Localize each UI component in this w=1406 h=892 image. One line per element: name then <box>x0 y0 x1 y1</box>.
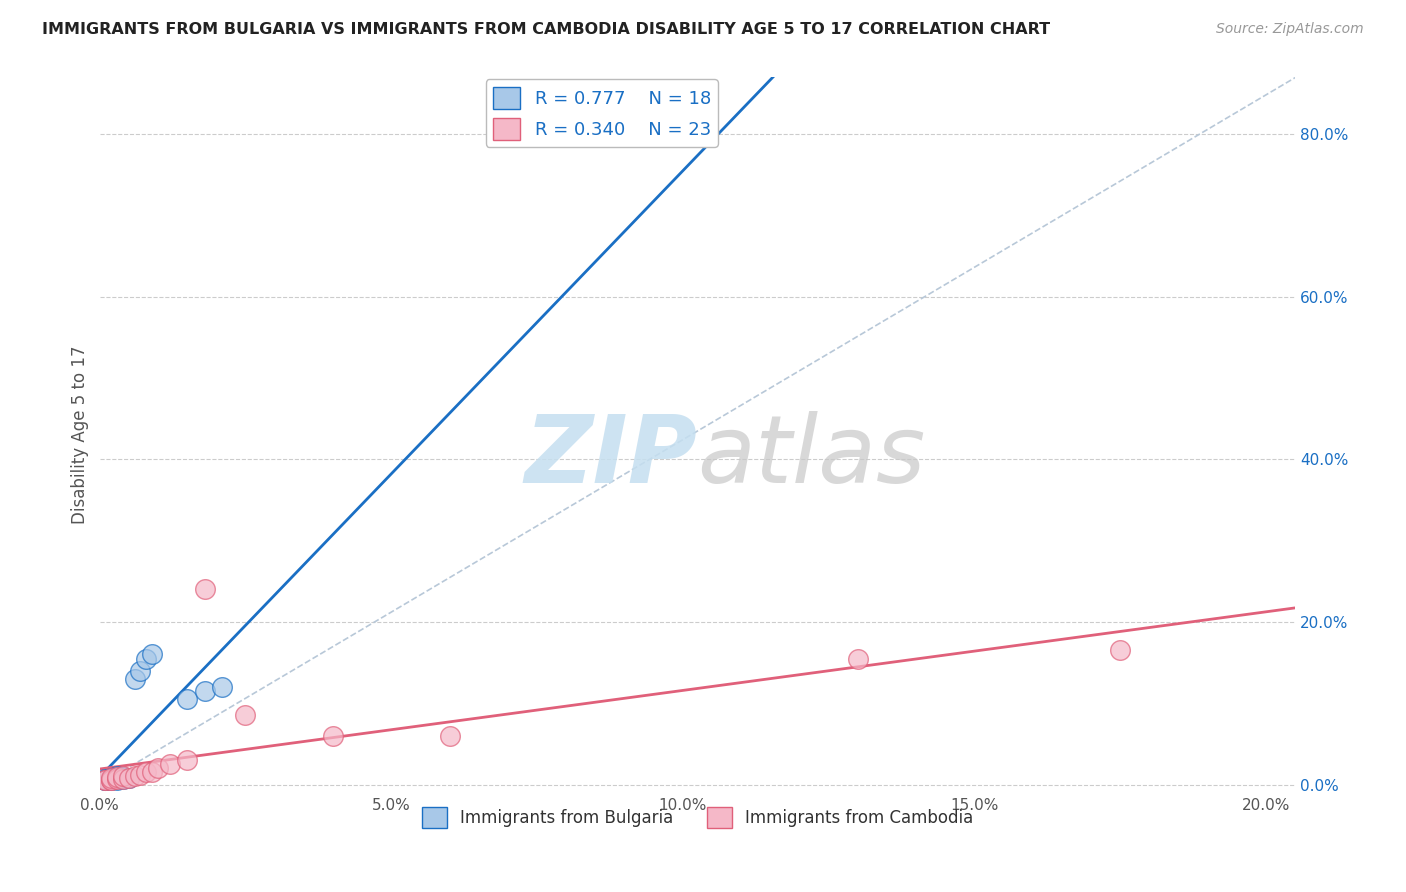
Point <box>135 765 157 780</box>
Point <box>100 771 122 785</box>
Point <box>846 651 869 665</box>
Y-axis label: Disability Age 5 to 17: Disability Age 5 to 17 <box>72 346 89 524</box>
Point <box>100 772 122 786</box>
Point <box>111 770 134 784</box>
Point <box>146 761 169 775</box>
Point <box>94 773 117 788</box>
Point <box>235 708 257 723</box>
Point <box>124 672 146 686</box>
Point <box>105 770 128 784</box>
Point <box>439 729 461 743</box>
Point <box>111 772 134 786</box>
Point <box>141 648 163 662</box>
Point <box>159 757 181 772</box>
Point <box>176 692 198 706</box>
Point <box>105 772 128 786</box>
Point <box>129 664 152 678</box>
Legend: Immigrants from Bulgaria, Immigrants from Cambodia: Immigrants from Bulgaria, Immigrants fro… <box>415 801 980 834</box>
Text: IMMIGRANTS FROM BULGARIA VS IMMIGRANTS FROM CAMBODIA DISABILITY AGE 5 TO 17 CORR: IMMIGRANTS FROM BULGARIA VS IMMIGRANTS F… <box>42 22 1050 37</box>
Point <box>100 771 122 785</box>
Point <box>194 582 217 597</box>
Point <box>211 680 233 694</box>
Point <box>1109 643 1132 657</box>
Point <box>94 772 117 786</box>
Point <box>100 773 122 788</box>
Point <box>111 769 134 783</box>
Text: Source: ZipAtlas.com: Source: ZipAtlas.com <box>1216 22 1364 37</box>
Point <box>100 773 122 788</box>
Point <box>94 772 117 787</box>
Point <box>129 768 152 782</box>
Point <box>141 765 163 780</box>
Text: ZIP: ZIP <box>524 410 697 502</box>
Point <box>111 772 134 786</box>
Point <box>118 771 141 785</box>
Point <box>100 772 122 787</box>
Point <box>94 772 117 787</box>
Point <box>135 651 157 665</box>
Text: atlas: atlas <box>697 411 925 502</box>
Point <box>194 684 217 698</box>
Point <box>105 772 128 787</box>
Point <box>94 773 117 788</box>
Point <box>322 729 344 743</box>
Point <box>176 753 198 767</box>
Point <box>105 769 128 783</box>
Point <box>118 771 141 785</box>
Point <box>124 769 146 783</box>
